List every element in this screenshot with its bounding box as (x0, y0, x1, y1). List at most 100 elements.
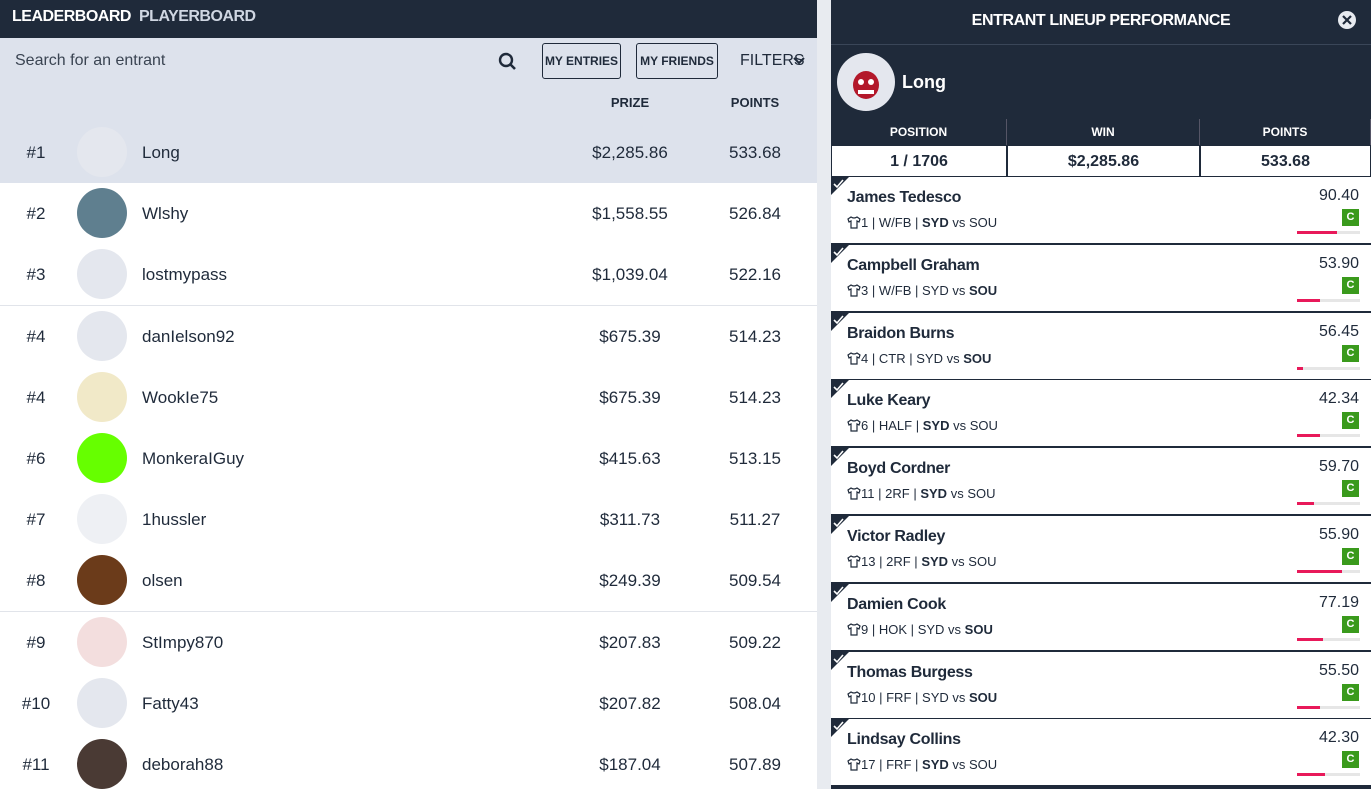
separator: | (878, 486, 882, 502)
position: W/FB (878, 282, 912, 298)
stat-value: 1 / 1706 (831, 145, 1007, 177)
avatar (77, 739, 127, 789)
player-row[interactable]: Campbell Graham 3 | W/FB | SYD vs SOU 53.9… (831, 244, 1371, 312)
home-team: SYD (916, 350, 943, 366)
search-input[interactable]: Search for an entrant (15, 52, 166, 69)
player-row[interactable]: Lindsay Collins 17 | FRF | SYD vs SOU 42.3… (831, 719, 1371, 787)
close-button[interactable] (1337, 10, 1357, 30)
entry-row[interactable]: #1 Long $2,285.86 533.68 (0, 122, 817, 184)
player-row[interactable]: Luke Keary 6 | HALF | SYD vs SOU 42.34 C (831, 380, 1371, 448)
versus: vs (952, 215, 966, 230)
chevron[interactable] (792, 56, 806, 66)
jersey-number: 1 (861, 215, 869, 230)
check-corner (831, 380, 849, 399)
player-name: Lindsay Collins (847, 731, 961, 749)
player-row[interactable]: Thomas Burgess 10 | FRF | SYD vs SOU 55.50… (831, 651, 1371, 719)
stat-value: $2,285.86 (1007, 145, 1200, 177)
entry-row[interactable]: #6 MonkeraIGuy $415.63 513.15 (0, 428, 817, 490)
entrant-name: lostmypass (142, 265, 228, 285)
filters[interactable]: FILTERS (740, 52, 805, 69)
entry-row[interactable]: #8 olsen $249.39 509.54 (0, 550, 817, 613)
player-points: 55.90 (1318, 526, 1359, 543)
position: W/FB (878, 215, 912, 230)
entry-row[interactable]: #4 WookIe75 $675.39 514.23 (0, 366, 817, 429)
player-name: James Tedesco (847, 189, 962, 206)
player-name: Victor Radley (847, 528, 946, 545)
versus: vs (952, 757, 966, 773)
progress-track (1297, 570, 1360, 573)
entrant-name: deborah88 (142, 755, 224, 774)
column-header: POINTS (730, 95, 780, 110)
progress-track (1297, 773, 1360, 777)
separator: | (871, 418, 876, 434)
rank: #6 (26, 449, 46, 468)
player-details: 9 | HOK | SYD vs SOU (847, 622, 993, 637)
entrant-name: Long (142, 143, 180, 162)
shirt-icon (847, 690, 861, 704)
badge: C (1342, 615, 1359, 633)
player-row[interactable]: Braidon Burns 4 | CTR | SYD vs SOU 56.45 C (831, 312, 1371, 380)
badge: C (1342, 480, 1359, 498)
points: 533.68 (729, 143, 781, 162)
tab[interactable]: PLAYERBOARD (139, 8, 256, 25)
progress-track (1297, 502, 1360, 506)
entry-row[interactable]: #4 danIelson92 $675.39 514.23 (0, 305, 817, 368)
avatar (77, 677, 127, 728)
tab[interactable]: LEADERBOARD (12, 8, 131, 25)
button[interactable]: MY ENTRIES (542, 43, 621, 79)
home-team: SYD (921, 554, 949, 569)
versus: vs (952, 689, 966, 705)
shirt-icon (847, 351, 861, 365)
shirt-icon (847, 419, 861, 432)
entrant-name: WookIe75 (142, 387, 219, 407)
player-row[interactable]: Victor Radley 13 | 2RF | SYD vs SOU 55.90 C (831, 516, 1371, 583)
separator: | (879, 554, 883, 569)
away-team: SOU (968, 554, 997, 569)
versus: vs (950, 486, 964, 502)
position: HOK (878, 621, 908, 637)
player-points: 56.45 (1318, 322, 1359, 340)
entry-row[interactable]: #11 deborah88 $187.04 507.89 (0, 734, 817, 789)
position: HALF (878, 418, 913, 434)
top-bar (0, 0, 817, 38)
home-team: SYD (922, 757, 949, 773)
entrant-name: MonkeraIGuy (142, 449, 245, 468)
rank: #1 (26, 143, 46, 162)
entry-row[interactable]: #7 1hussler $311.73 511.27 (0, 489, 817, 552)
entry-row[interactable]: #10 Fatty43 $207.82 508.04 (0, 672, 817, 735)
versus: vs (946, 350, 960, 366)
player-name: Luke Keary (847, 392, 931, 410)
player-row[interactable]: Damien Cook 9 | HOK | SYD vs SOU 77.19 C (831, 583, 1371, 651)
entry-row[interactable]: #3 lostmypass $1,039.04 522.16 (0, 244, 817, 307)
entry-row[interactable]: #9 StImpy870 $207.83 509.22 (0, 611, 817, 674)
entrant-name: Wlshy (142, 204, 189, 224)
button[interactable]: MY FRIENDS (636, 43, 718, 79)
search-icon[interactable] (498, 52, 518, 72)
home-team: SYD (920, 486, 948, 502)
home-team: SYD (922, 418, 950, 434)
away-team: SOU (967, 486, 996, 502)
entrant-name: olsen (142, 571, 183, 591)
position: FRF (886, 757, 912, 773)
badge: C (1342, 276, 1359, 294)
search-area (0, 38, 817, 122)
points: 522.16 (729, 265, 781, 285)
prize: $675.39 (599, 387, 661, 407)
separator: | (914, 554, 918, 569)
progress-bar (1297, 502, 1314, 506)
stat-label: POSITION (831, 119, 1007, 145)
player-row[interactable]: James Tedesco 1 | W/FB | SYD vs SOU 90.40 C (831, 177, 1371, 244)
jersey-number: 11 (861, 486, 875, 502)
progress-track (1297, 231, 1360, 234)
points: 509.54 (729, 571, 781, 591)
points: 507.89 (729, 755, 781, 774)
rank: #4 (26, 387, 46, 407)
player-name: Braidon Burns (847, 324, 955, 342)
separator: | (879, 689, 883, 705)
player-row[interactable]: Boyd Cordner 11 | 2RF | SYD vs SOU 59.70 C (831, 448, 1371, 516)
entry-row[interactable]: #2 Wlshy $1,558.55 526.84 (0, 183, 817, 246)
check-corner (831, 448, 849, 467)
entrant-name: Long (902, 72, 946, 92)
rank: #11 (22, 755, 50, 774)
